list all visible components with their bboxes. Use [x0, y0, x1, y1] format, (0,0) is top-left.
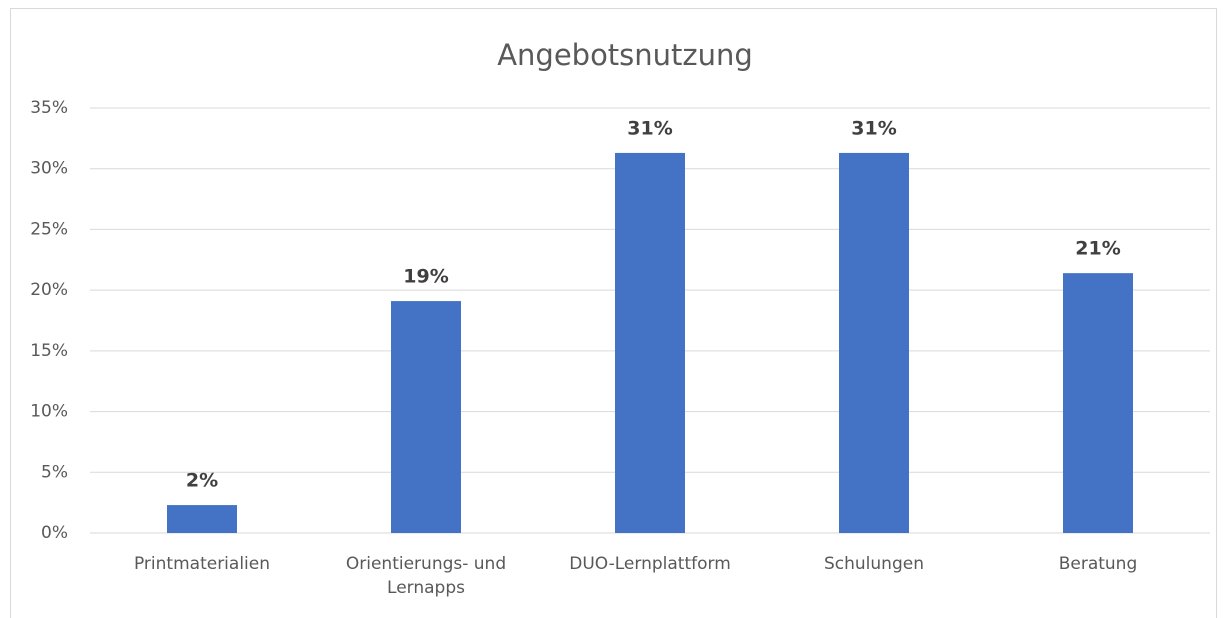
bar: [391, 301, 461, 533]
value-label: 21%: [1075, 238, 1120, 260]
y-tick-label: 35%: [30, 98, 68, 118]
y-tick-label: 0%: [41, 523, 68, 543]
y-tick-label: 20%: [30, 280, 68, 300]
y-tick-label: 15%: [30, 341, 68, 361]
value-label: 19%: [403, 266, 448, 288]
y-tick-label: 30%: [30, 159, 68, 179]
bar: [1063, 273, 1133, 533]
value-label: 31%: [851, 117, 896, 139]
x-tick-label: Schulungen: [824, 554, 924, 574]
y-tick-label: 5%: [41, 462, 68, 482]
value-label: 31%: [627, 117, 672, 139]
x-tick-label: Printmaterialien: [133, 554, 271, 574]
bar: [615, 152, 685, 533]
bar: [839, 152, 909, 533]
x-tick-label: DUO-Lernplattform: [569, 554, 731, 574]
value-label: 2%: [186, 470, 218, 492]
bar: [167, 505, 237, 533]
y-tick-label: 10%: [30, 402, 68, 422]
chart-title: Angebotsnutzung: [497, 38, 753, 72]
x-tick-label: Beratung: [1058, 554, 1138, 574]
y-tick-label: 25%: [30, 219, 68, 239]
x-tick-label: Orientierungs- und Lernapps: [345, 554, 507, 598]
